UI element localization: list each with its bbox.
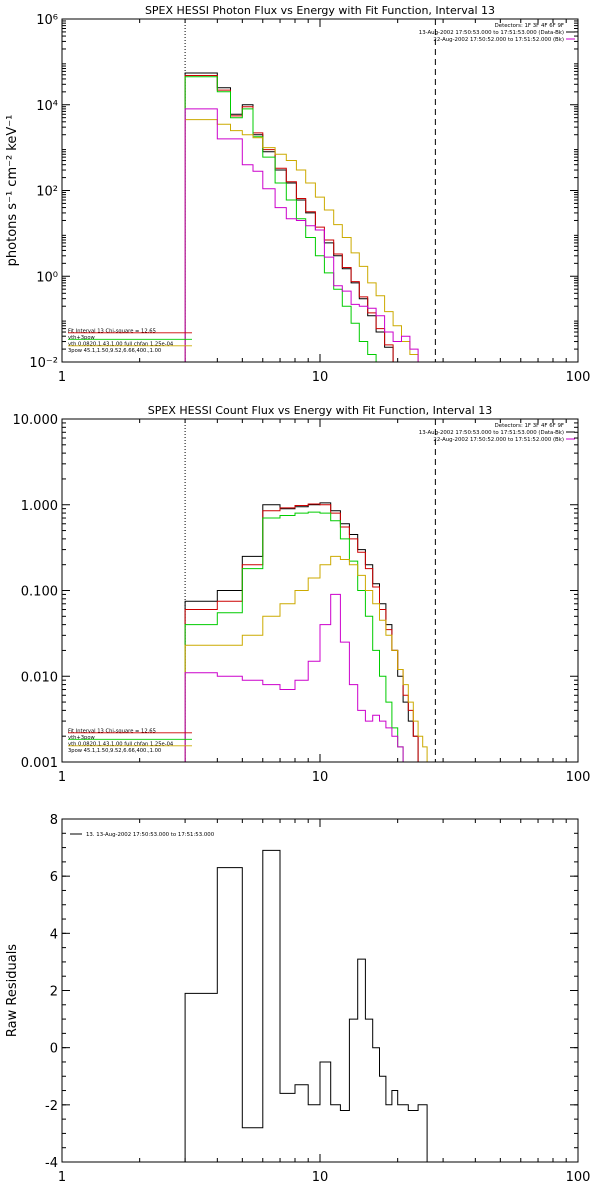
series-line-0 (184, 849, 436, 1162)
x-tick-label: 10 (312, 1170, 329, 1185)
legend-entry: 3pow 45.1,1.50,9.52,6.66,400.,1.00 (68, 748, 161, 754)
x-tick-label: 100 (566, 1170, 591, 1185)
legend-entry: 22-Aug-2002 17:50:52.000 to 17:51:52.000… (433, 37, 564, 43)
y-tick-label: 10.000 (13, 413, 59, 428)
legend-entry: Detectors: 1F 3F 4F 6F 9F (495, 423, 564, 429)
series-line-3 (184, 119, 419, 362)
y-tick-label: 10⁻² (29, 356, 58, 371)
x-tick-label: 1 (58, 1170, 66, 1185)
series-line-2 (184, 76, 385, 362)
y-tick-label: 10² (36, 185, 58, 200)
x-tick-label: 1 (58, 370, 66, 385)
series-line-4 (184, 108, 419, 362)
legend-entry: vth 0.0820,1.43,1.00 full chfan 1.25e-04 (68, 742, 174, 748)
legend-entry: 13-Aug-2002 17:50:53.000 to 17:51:53.000… (419, 30, 564, 36)
series-line-1 (184, 75, 402, 362)
y-tick-label: 4 (50, 927, 58, 942)
legend-entry: 3pow 45.1,1.50,9.52,6.66,400.,1.00 (68, 348, 161, 354)
legend-entry: vth+3pow (68, 335, 96, 341)
series-line-1 (184, 503, 419, 762)
x-tick-label: 10 (312, 770, 329, 785)
x-tick-label: 100 (566, 370, 591, 385)
y-tick-label: -2 (45, 1099, 58, 1114)
plot-frame (61, 818, 579, 1163)
legend-entry: Detectors: 1F 3F 4F 6F 9F (495, 23, 564, 29)
y-tick-label: 6 (50, 870, 58, 885)
y-tick-label: 10⁰ (36, 270, 58, 285)
photon-flux-chart: SPEX HESSI Photon Flux vs Energy with Fi… (5, 4, 590, 385)
plot-frame (61, 418, 579, 763)
series-line-3 (184, 555, 432, 762)
legend-entry: Fit Interval 13 Chi-square = 12.65 (68, 329, 156, 335)
plot-frame (61, 18, 579, 363)
y-tick-label: 8 (50, 813, 58, 828)
y-tick-label: 0 (50, 1042, 58, 1057)
legend-entry: 13-Aug-2002 17:50:53.000 to 17:51:53.000… (419, 430, 564, 436)
residuals-chart: Raw Residuals 1 10 100 -4 -2 0 2 4 6 8 13. 13-Aug-2… (5, 813, 590, 1185)
y-tick-label: 10⁴ (36, 99, 58, 114)
y-tick-label: 10⁶ (36, 13, 58, 28)
series-line-4 (184, 593, 409, 762)
y-tick-label: 0.010 (21, 670, 58, 685)
legend-entry: 13. 13-Aug-2002 17:50:53.000 to 17:51:53… (86, 832, 215, 838)
series-line-0 (184, 502, 419, 762)
chart-title: SPEX HESSI Photon Flux vs Energy with Fi… (145, 4, 495, 17)
legend-entry: vth 0.0820,1.43,1.00 full chfan 1.25e-04 (68, 342, 174, 348)
legend-entry: Fit Interval 13 Chi-square = 12.65 (68, 729, 156, 735)
legend-entry: 22-Aug-2002 17:50:52.000 to 17:51:52.000… (433, 437, 564, 443)
x-tick-label: 1 (58, 770, 66, 785)
series-line-2 (184, 511, 409, 762)
y-axis-label: Raw Residuals (5, 944, 20, 1037)
legend-entry: vth+3pow (68, 735, 96, 741)
x-tick-label: 10 (312, 370, 329, 385)
y-tick-label: 2 (50, 985, 58, 1000)
chart-title: SPEX HESSI Count Flux vs Energy with Fit… (148, 404, 492, 417)
y-tick-label: 0.100 (21, 585, 58, 600)
y-tick-label: 1.000 (21, 499, 58, 514)
count-flux-chart: SPEX HESSI Count Flux vs Energy with Fit… (13, 404, 591, 785)
y-tick-label: -4 (45, 1156, 58, 1171)
y-axis-label: photons s⁻¹ cm⁻² keV⁻¹ (5, 115, 20, 267)
x-tick-label: 100 (566, 770, 591, 785)
y-tick-label: 0.001 (21, 756, 58, 771)
